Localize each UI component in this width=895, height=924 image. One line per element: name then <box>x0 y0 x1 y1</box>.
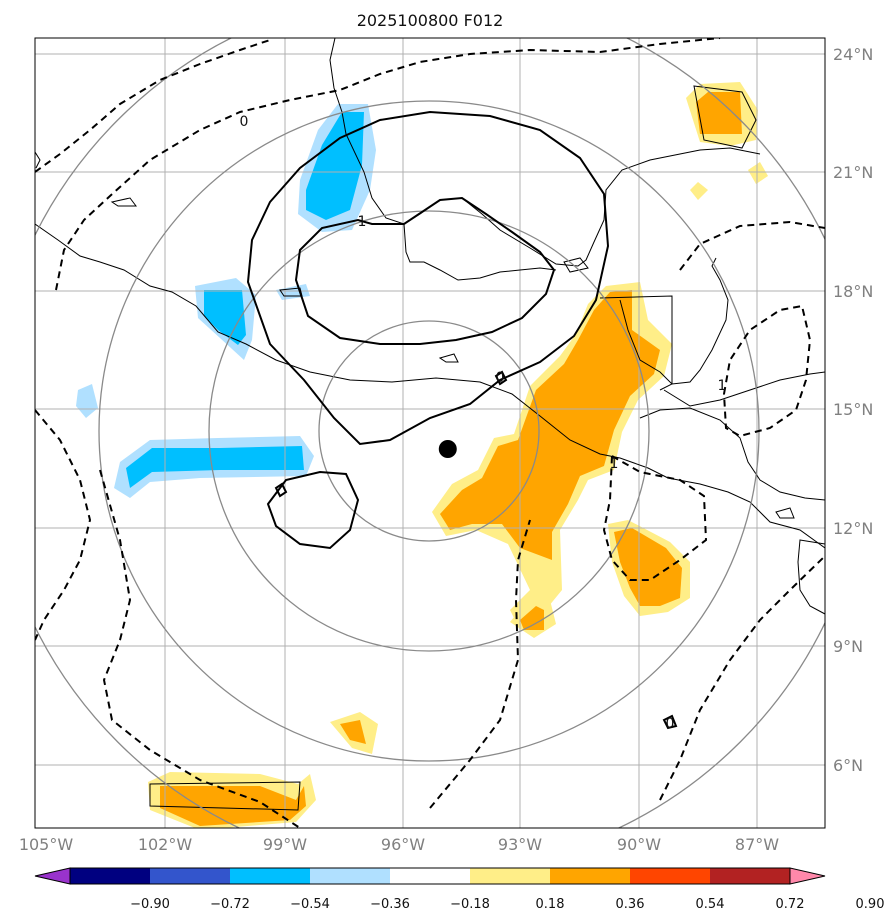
colorbar-segment <box>310 868 390 884</box>
latitude-labels: 24°N 21°N 18°N 15°N 12°N 9°N 6°N <box>833 45 873 775</box>
contour-label-0-nw: 0 <box>240 114 249 130</box>
lon-label-93w: 93°W <box>498 835 542 854</box>
pos-anomaly-small-s-core <box>520 606 544 630</box>
contour-0-south <box>429 519 531 809</box>
lon-label-102w: 102°W <box>138 835 193 854</box>
contour-1-large <box>246 110 610 446</box>
contour-0-west <box>35 39 271 173</box>
pos-anomaly-main-core <box>440 290 660 560</box>
colorbar-segment <box>70 868 150 884</box>
lat-label-12n: 12°N <box>833 519 873 538</box>
contour-0-wide <box>99 469 301 828</box>
contour-1-inner <box>294 196 556 345</box>
map-area: 0 1 0 1 1 0 <box>35 38 825 828</box>
colorbar-tick: −0.18 <box>450 897 490 912</box>
map-frame <box>34 37 826 829</box>
pos-anomaly-south-core <box>160 786 306 826</box>
lon-label-99w: 99°W <box>263 835 307 854</box>
pos-anomaly-east-core <box>614 528 682 606</box>
colorbar-tick-labels: −0.90 −0.72 −0.54 −0.36 −0.18 0.18 0.36 … <box>130 897 884 912</box>
colorbar-tick: 0.54 <box>696 897 725 912</box>
pos-anomaly-ne-core <box>696 92 742 134</box>
contour-label-1-ne: 1 <box>718 378 727 394</box>
contour-0-ne <box>679 220 825 271</box>
contour-0-east <box>659 555 825 801</box>
neg-anomaly-north-core <box>306 112 364 220</box>
colorbar-segment <box>150 868 230 884</box>
pos-anomaly-dot-2 <box>748 162 768 184</box>
anomaly-fill-layer <box>76 82 768 828</box>
lat-label-21n: 21°N <box>833 163 873 182</box>
colorbar-tick: −0.90 <box>130 897 170 912</box>
colorbar-tick: 0.72 <box>776 897 805 912</box>
colorbar-segment <box>550 868 630 884</box>
colorbar: −0.90 −0.72 −0.54 −0.36 −0.18 0.18 0.36 … <box>34 867 884 912</box>
neg-anomaly-band-core <box>126 446 304 488</box>
contour-label-1-east: 1 <box>610 456 619 472</box>
lat-label-15n: 15°N <box>833 400 873 419</box>
lon-label-105w: 105°W <box>19 835 74 854</box>
contour-small-oval-3 <box>662 714 678 730</box>
lat-label-24n: 24°N <box>833 45 873 64</box>
colorbar-outline <box>69 867 791 885</box>
contour-1-east <box>602 454 708 581</box>
map-title: 2025100800 F012 <box>357 11 504 30</box>
contour-label-1-north: 1 <box>358 214 367 230</box>
neg-anomaly-west-core <box>204 290 246 345</box>
colorbar-tick: 0.90 <box>856 897 885 912</box>
lat-label-9n: 9°N <box>833 637 863 656</box>
contour-1-ne <box>722 304 812 438</box>
colorbar-segment <box>390 868 470 884</box>
colorbar-tick: −0.36 <box>370 897 410 912</box>
contour-label-0-center: 0 <box>496 370 505 386</box>
contour-labels: 0 1 0 1 1 0 <box>240 114 727 732</box>
contour-small-oval-2 <box>274 482 288 498</box>
colorbar-extend-high <box>789 867 826 885</box>
colorbar-tick: −0.54 <box>290 897 330 912</box>
contour-1-south <box>266 470 360 550</box>
contour-0-arc <box>55 38 721 291</box>
colorbar-segment <box>230 868 310 884</box>
colorbar-segment <box>470 868 550 884</box>
lat-label-18n: 18°N <box>833 282 873 301</box>
colorbar-segments <box>69 867 791 885</box>
contour-0-sw <box>35 409 92 641</box>
coastlines <box>35 38 825 811</box>
lon-label-90w: 90°W <box>617 835 661 854</box>
pos-anomaly-dot-1 <box>690 182 708 200</box>
lon-label-87w: 87°W <box>735 835 779 854</box>
colorbar-segment <box>630 868 710 884</box>
colorbar-tick: 0.36 <box>616 897 645 912</box>
colorbar-tick: −0.72 <box>210 897 250 912</box>
contour-label-0-se: 0 <box>666 716 675 732</box>
contours <box>35 38 825 828</box>
longitude-labels: 105°W 102°W 99°W 96°W 93°W 90°W 87°W <box>19 835 779 854</box>
storm-center-marker <box>438 440 457 458</box>
pos-anomaly-sw-core <box>340 720 366 744</box>
lat-label-6n: 6°N <box>833 756 863 775</box>
colorbar-tick: 0.18 <box>536 897 565 912</box>
contour-small-oval <box>494 370 508 386</box>
colorbar-segment <box>710 868 790 884</box>
colorbar-extend-low <box>34 867 71 885</box>
lon-label-96w: 96°W <box>381 835 425 854</box>
